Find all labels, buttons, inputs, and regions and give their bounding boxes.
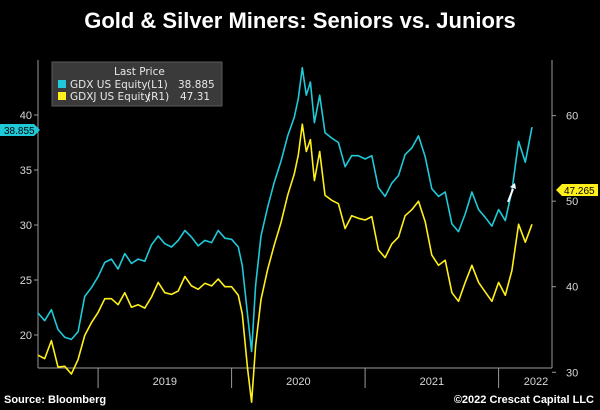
x-tick-label: 2021 [420,376,444,388]
legend-last-gdx: 38.885 [178,79,215,91]
series-line-gdx [37,66,533,353]
left-tick-label: 20 [20,330,32,342]
legend-swatch-gdx [58,80,66,88]
legend: Last Price GDX US Equity (L1) 38.885 GDX… [51,61,223,107]
last-price-right: 47.265 [564,186,595,197]
axes [37,60,553,369]
chart-title: Gold & Silver Miners: Seniors vs. Junior… [84,8,516,33]
legend-axis-gdx: (L1) [147,79,168,91]
last-price-tag-right: 47.265 [556,184,598,197]
last-price-tag-left: 38.855 [0,124,40,137]
last-price-left: 38.855 [4,126,35,137]
x-tick-label: 2019 [153,376,177,388]
left-axis-ticks: 20 25 30 35 40 [20,110,38,342]
x-tick-label: 2020 [286,376,310,388]
copyright-note: ©2022 Crescat Capital LLC [453,394,594,406]
up-arrow-icon [507,183,516,203]
source-note: Source: Bloomberg [4,394,107,406]
right-tick-label: 40 [566,282,578,294]
left-tick-label: 25 [20,275,32,287]
right-axis-ticks: 30 40 50 60 [552,111,578,379]
x-axis-ticks: 2019 2020 2021 2022 [97,368,548,388]
left-tick-label: 40 [20,110,32,122]
legend-last-gdxj: 47.31 [180,91,210,103]
right-tick-label: 30 [566,367,578,379]
right-tick-label: 50 [566,196,578,208]
legend-swatch-gdxj [58,92,66,100]
legend-axis-gdxj: (R1) [147,91,169,103]
legend-label-gdxj: GDXJ US Equity [70,91,151,103]
series-line-gdxj [37,123,533,403]
legend-header: Last Price [114,66,165,78]
series-layer [37,66,533,403]
left-tick-label: 35 [20,165,32,177]
left-tick-label: 30 [20,220,32,232]
right-tick-label: 60 [566,111,578,123]
legend-label-gdx: GDX US Equity [70,79,148,91]
x-tick-label: 2022 [524,376,548,388]
